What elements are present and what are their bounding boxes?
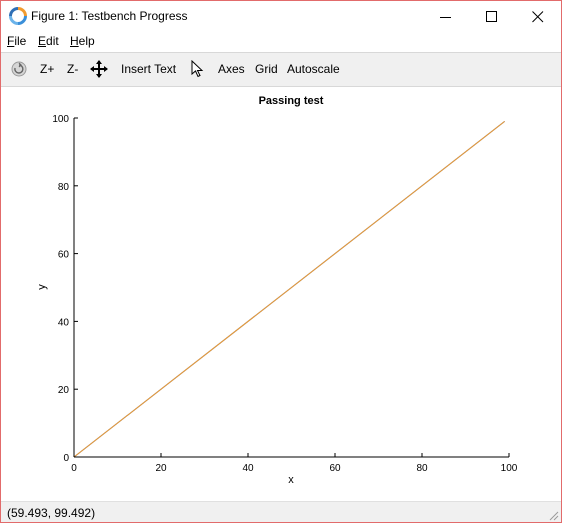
series-line-measured xyxy=(73,120,505,458)
menu-bar: File Edit Help xyxy=(1,32,561,52)
y-axis-label: y xyxy=(36,284,48,290)
pan-icon[interactable] xyxy=(90,60,108,78)
y-tick-label: 60 xyxy=(58,250,70,261)
zoom-out-button[interactable]: Z- xyxy=(67,62,79,76)
y-tick-label: 20 xyxy=(58,385,70,396)
menu-help-label: elp xyxy=(78,34,95,48)
x-axis-label: x xyxy=(288,474,294,486)
toolbar: Z+ Z- Insert Text Axes Grid Autoscale xyxy=(1,52,561,87)
close-button[interactable] xyxy=(515,1,561,32)
window-title: Figure 1: Testbench Progress xyxy=(31,9,188,23)
x-tick-label: 0 xyxy=(71,463,77,474)
x-tick-label: 80 xyxy=(416,463,428,474)
grid-button[interactable]: Grid xyxy=(255,62,278,76)
y-tick-label: 0 xyxy=(63,453,69,464)
autoscale-button[interactable]: Autoscale xyxy=(287,62,340,76)
y-tick-label: 40 xyxy=(58,317,70,328)
insert-text-button[interactable]: Insert Text xyxy=(121,62,177,76)
maximize-icon xyxy=(486,11,497,22)
maximize-button[interactable] xyxy=(469,1,515,32)
close-icon xyxy=(532,11,544,23)
menu-edit[interactable]: Edit xyxy=(38,34,59,48)
chart-title: Passing test xyxy=(259,95,324,107)
x-tick-label: 20 xyxy=(155,463,167,474)
minimize-button[interactable] xyxy=(423,1,469,32)
menu-edit-label: dit xyxy=(46,34,59,48)
octave-logo-icon xyxy=(9,7,27,25)
figure-canvas[interactable]: Passing test 0 20 40 60 80 100 0 20 40 60 80 100 x … xyxy=(1,87,561,501)
y-tick-label: 80 xyxy=(58,182,70,193)
rotate-icon[interactable] xyxy=(10,60,28,78)
zoom-in-button[interactable]: Z+ xyxy=(40,62,55,76)
menu-file-label: ile xyxy=(14,34,27,48)
x-tick-label: 60 xyxy=(329,463,341,474)
menu-help-accel: H xyxy=(70,34,79,48)
minimize-icon xyxy=(440,17,451,18)
y-tick-label: 100 xyxy=(52,114,69,125)
cursor-coordinates: (59.493, 99.492) xyxy=(7,506,96,520)
resize-grip-icon[interactable] xyxy=(547,509,559,521)
pointer-icon[interactable] xyxy=(191,60,205,78)
menu-help[interactable]: Help xyxy=(70,34,95,48)
menu-edit-accel: E xyxy=(38,34,47,48)
axes-button[interactable]: Axes xyxy=(218,62,245,76)
status-bar: (59.493, 99.492) xyxy=(1,501,561,522)
x-tick-label: 40 xyxy=(242,463,254,474)
menu-file-accel: F xyxy=(7,34,15,48)
menu-file[interactable]: File xyxy=(7,34,26,48)
title-bar[interactable]: Figure 1: Testbench Progress xyxy=(1,1,561,32)
x-tick-label: 100 xyxy=(501,463,518,474)
